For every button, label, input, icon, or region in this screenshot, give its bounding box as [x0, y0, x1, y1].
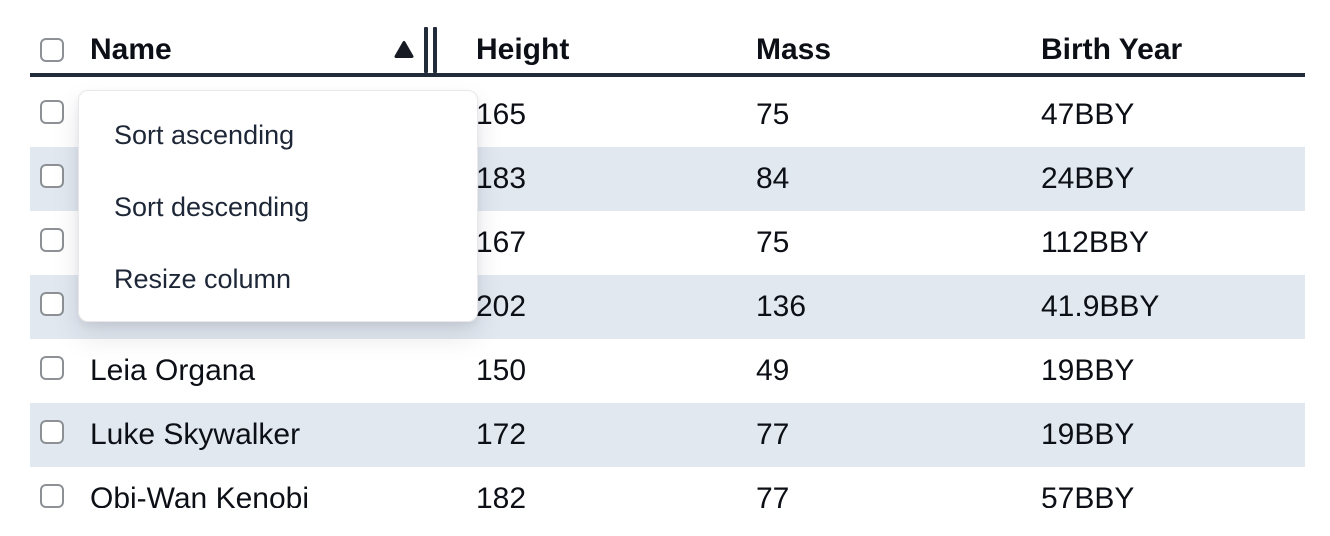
row-select-cell: [30, 354, 90, 388]
cell-name: Obi-Wan Kenobi: [90, 482, 309, 508]
cell-mass: 84: [756, 162, 790, 195]
table-row: Obi-Wan Kenobi 182 77 57BBY: [30, 467, 1305, 508]
column-header-height-label: Height: [476, 33, 570, 66]
column-header-height[interactable]: Height: [476, 23, 756, 77]
cell-birth-year: 47BBY: [1041, 98, 1135, 131]
cell-height: 167: [476, 226, 527, 259]
resize-bar-right: [433, 27, 437, 73]
resize-bar-left: [424, 27, 428, 73]
row-select-cell: [30, 226, 90, 260]
context-menu-items: Sort ascending Sort descending Resize colu…: [79, 99, 477, 315]
cell-name: Luke Skywalker: [90, 418, 301, 451]
row-select-checkbox[interactable]: [40, 484, 64, 508]
cell-height: 202: [476, 290, 527, 323]
column-header-mass[interactable]: Mass: [756, 23, 1041, 77]
cell-mass: 77: [756, 482, 790, 508]
cell-height: 172: [476, 418, 527, 451]
menu-item-sort-ascending[interactable]: Sort ascending: [114, 119, 295, 150]
row-select-checkbox[interactable]: [40, 292, 64, 316]
cell-birth-year: 57BBY: [1041, 482, 1135, 508]
column-resize-handle[interactable]: [424, 27, 437, 73]
cell-height: 165: [476, 98, 527, 131]
table-row: 165 75 47BBY: [30, 83, 1305, 147]
cell-mass: 75: [756, 98, 790, 131]
table-row: 202 136 41.9BBY: [30, 275, 1305, 339]
row-select-checkbox[interactable]: [40, 100, 64, 124]
cell-mass: 77: [756, 418, 790, 451]
cell-mass: 49: [756, 354, 790, 387]
cell-birth-year: 24BBY: [1041, 162, 1135, 195]
cell-name: Leia Organa: [90, 354, 256, 387]
cell-height: 150: [476, 354, 527, 387]
column-header-birth-year[interactable]: Birth Year: [1041, 23, 1305, 77]
row-select-cell: [30, 418, 90, 452]
cell-birth-year: 112BBY: [1041, 226, 1149, 259]
row-select-cell: [30, 162, 90, 196]
table-row: 167 75 112BBY: [30, 211, 1305, 275]
cell-birth-year: 19BBY: [1041, 418, 1135, 451]
column-header-name-label: Name: [90, 33, 172, 66]
select-all-checkbox[interactable]: [40, 38, 64, 62]
row-select-checkbox[interactable]: [40, 164, 64, 188]
row-select-cell: [30, 482, 90, 508]
column-header-context-menu: Sort ascending Sort descending Resize colu…: [78, 90, 478, 322]
cell-height: 183: [476, 162, 527, 195]
menu-item-resize-column[interactable]: Resize column: [114, 263, 292, 294]
row-select-checkbox[interactable]: [40, 420, 64, 444]
row-select-cell: [30, 290, 90, 324]
cell-height: 182: [476, 482, 527, 508]
row-select-checkbox[interactable]: [40, 356, 64, 380]
cell-birth-year: 41.9BBY: [1041, 290, 1160, 323]
select-all-cell: [30, 23, 90, 77]
column-header-name[interactable]: Name: [90, 23, 476, 77]
menu-item-sort-descending[interactable]: Sort descending: [114, 191, 310, 222]
cell-birth-year: 19BBY: [1041, 354, 1135, 387]
row-select-checkbox[interactable]: [40, 228, 64, 252]
cell-mass: 136: [756, 290, 807, 323]
column-header-mass-label: Mass: [756, 33, 832, 66]
column-header-birth-year-label: Birth Year: [1041, 33, 1183, 66]
sort-ascending-triangle-up-icon: [394, 40, 414, 60]
table-row: Leia Organa 150 49 19BBY: [30, 339, 1305, 403]
cell-mass: 75: [756, 226, 790, 259]
table-row: Luke Skywalker 172 77 19BBY: [30, 403, 1305, 467]
table-header-row: Name Height Mass Birth Year: [30, 0, 1305, 77]
row-select-cell: [30, 98, 90, 132]
